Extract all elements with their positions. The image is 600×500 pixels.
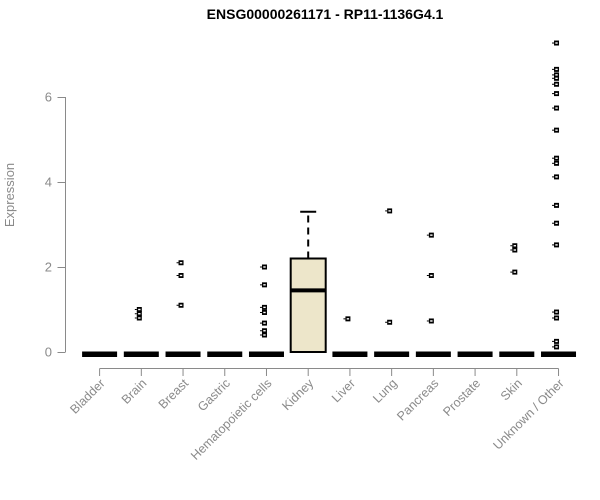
collapsed-box — [374, 351, 410, 357]
outlier-point-slit — [555, 129, 558, 131]
y-axis-title: Expression — [2, 163, 17, 227]
outlier-point-slit — [555, 346, 558, 348]
outlier-point-slit — [263, 266, 266, 268]
outlier-point-slit — [555, 222, 558, 224]
collapsed-box — [457, 351, 493, 357]
outlier-point-slit — [555, 340, 558, 343]
x-tick-label: Liver — [329, 376, 358, 405]
collapsed-box — [415, 351, 451, 357]
outlier-point-slit — [555, 74, 558, 76]
outlier-point-slit — [179, 274, 183, 277]
outlier-point-slit — [555, 77, 558, 79]
outlier-point-slit — [555, 317, 558, 319]
collapsed-box — [541, 351, 577, 357]
collapsed-box — [499, 351, 535, 357]
outlier-point-slit — [430, 320, 433, 322]
outlier-point-slit — [555, 68, 558, 71]
outlier-point-slit — [555, 92, 558, 95]
x-tick-label: Lung — [370, 376, 400, 406]
outlier-point-slit — [555, 204, 558, 207]
y-tick-label: 2 — [45, 260, 52, 275]
outlier-point-slit — [138, 313, 141, 315]
outlier-point-slit — [555, 176, 558, 178]
x-tick-label: Brain — [119, 376, 150, 407]
outlier-point-slit — [388, 321, 391, 323]
outlier-point-slit — [513, 249, 516, 251]
outlier-point-slit — [555, 107, 558, 109]
outlier-point-slit — [179, 304, 183, 306]
box — [289, 257, 327, 353]
outlier-point-slit — [138, 317, 141, 319]
collapsed-box — [332, 351, 368, 357]
outlier-point-slit — [430, 274, 433, 277]
x-tick-label: Unknown / Other — [490, 376, 566, 452]
outlier-point-slit — [263, 311, 266, 314]
x-tick-label: Prostate — [440, 376, 483, 419]
outlier-point-slit — [179, 262, 183, 264]
collapsed-box — [165, 351, 201, 357]
collapsed-box — [123, 351, 159, 357]
x-tick-label: Skin — [498, 376, 525, 403]
x-tick-label: Bladder — [67, 376, 107, 416]
outlier-point-slit — [555, 42, 558, 44]
outlier-point-slit — [555, 311, 558, 313]
collapsed-box — [248, 351, 284, 357]
y-tick-label: 6 — [45, 90, 52, 105]
outlier-point-slit — [430, 234, 433, 236]
outlier-point-slit — [346, 318, 350, 320]
collapsed-box — [207, 351, 243, 357]
collapsed-box — [82, 351, 118, 357]
outlier-point-slit — [555, 83, 558, 85]
outlier-point-slit — [388, 210, 391, 212]
y-tick-label: 0 — [45, 345, 52, 360]
outlier-point-slit — [263, 330, 266, 332]
x-tick-label: Kidney — [279, 376, 316, 413]
outlier-point-slit — [263, 306, 266, 309]
x-tick-label: Hematopoietic cells — [188, 376, 275, 463]
outlier-point-slit — [513, 271, 516, 273]
outlier-point-slit — [263, 284, 266, 286]
x-tick-label: Pancreas — [394, 376, 441, 423]
outlier-point-slit — [555, 244, 558, 246]
y-tick-label: 4 — [45, 175, 52, 190]
chart-title: ENSG00000261171 - RP11-1136G4.1 — [207, 6, 444, 22]
outlier-point-slit — [555, 162, 558, 164]
outlier-point-slit — [555, 157, 558, 159]
outlier-point-slit — [263, 334, 266, 336]
outlier-point-slit — [513, 245, 516, 247]
x-tick-label: Breast — [156, 376, 192, 412]
outlier-point-slit — [138, 308, 141, 311]
x-tick-label: Gastric — [195, 376, 233, 414]
outlier-point-slit — [263, 322, 266, 324]
